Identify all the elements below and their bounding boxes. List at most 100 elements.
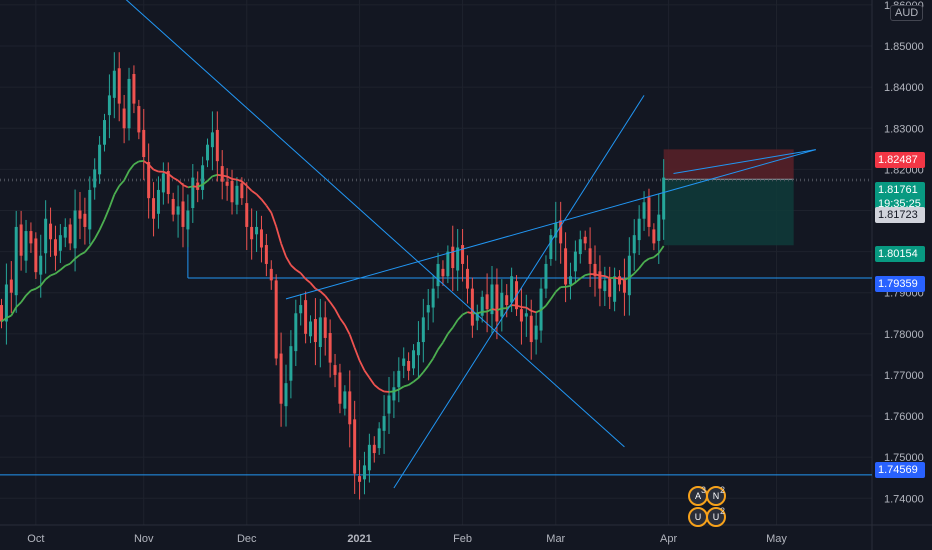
ema-segment <box>93 229 101 240</box>
ema-segment <box>251 190 258 195</box>
candle-body <box>19 224 23 256</box>
candle-body <box>259 229 263 248</box>
ema-segment <box>491 308 498 312</box>
candle-body <box>412 350 416 369</box>
candle-body <box>524 313 528 317</box>
candle-body <box>657 214 661 241</box>
ema-segment <box>344 324 351 335</box>
new-zealand-flag-icon[interactable]: N <box>706 486 726 506</box>
uk-flag-icon[interactable]: U <box>706 507 726 527</box>
ema-segment <box>569 281 576 287</box>
candle-body <box>402 358 406 366</box>
ema-segment <box>427 357 434 367</box>
candle-body <box>559 220 563 244</box>
target-price-tag: 1.80154 <box>875 246 925 262</box>
candle-body <box>618 276 622 285</box>
ema-segment <box>319 290 326 297</box>
time-tick-label: 2021 <box>347 533 371 545</box>
ema-segment <box>540 304 547 311</box>
ema-segment <box>334 308 341 319</box>
ema-segment <box>496 307 503 312</box>
ema-segment <box>353 347 361 361</box>
currency-label[interactable]: AUD <box>890 5 924 21</box>
candle-body <box>117 68 121 104</box>
ema-segment <box>182 184 189 189</box>
ema-segment <box>403 384 409 388</box>
candle-body <box>328 333 332 363</box>
candle-body <box>573 251 577 272</box>
candle-body <box>83 213 87 227</box>
candle-body <box>206 144 210 161</box>
ema-segment <box>285 256 292 266</box>
event-count: 3 <box>701 485 707 495</box>
candle-body <box>299 305 303 314</box>
ema-segment <box>98 219 106 231</box>
candle-body <box>171 198 175 215</box>
uk-flag-icon[interactable]: U <box>688 507 708 527</box>
ema-segment <box>123 170 130 181</box>
ema-segment <box>206 175 214 182</box>
ema-segment <box>339 317 346 326</box>
ema-segment <box>25 289 32 297</box>
moving-average <box>0 160 665 393</box>
last-price: 1.81761 <box>878 184 918 196</box>
candle-body <box>147 161 151 199</box>
ema-segment <box>516 304 522 308</box>
ema-segment <box>574 277 581 284</box>
ema-segment <box>555 286 562 293</box>
candle-body <box>137 106 141 133</box>
ema-segment <box>305 278 312 284</box>
ema-segment <box>309 282 317 290</box>
ema-segment <box>633 267 640 275</box>
ema-segment <box>30 287 37 292</box>
ema-segment <box>462 311 468 316</box>
candle-body <box>112 70 116 98</box>
ema-segment <box>638 261 645 269</box>
candle-body <box>465 268 469 289</box>
candle-body <box>132 74 136 104</box>
ema-segment <box>417 371 425 379</box>
candle-body <box>9 279 13 293</box>
candle-body <box>598 271 602 289</box>
candle-body <box>103 120 107 145</box>
candle-body <box>142 129 146 158</box>
ema-segment <box>0 317 7 323</box>
ema-segment <box>54 269 61 275</box>
candle-body <box>490 284 494 315</box>
candle-body <box>593 263 597 277</box>
candle-body <box>230 180 234 203</box>
take-profit-zone <box>663 179 794 246</box>
candle-body <box>318 317 322 347</box>
ema-segment <box>447 327 454 335</box>
ema-segment <box>202 180 209 186</box>
candle-body <box>652 229 656 244</box>
ema-segment <box>74 254 81 260</box>
ema-segment <box>432 349 439 359</box>
ema-segment <box>64 262 71 267</box>
price-tick-label: 1.76000 <box>884 411 924 423</box>
ema-segment <box>658 245 665 254</box>
candle-body <box>225 181 229 186</box>
candle-body <box>603 280 607 292</box>
ema-segment <box>84 245 91 253</box>
ema-segment <box>40 278 47 287</box>
candle-body <box>608 277 612 297</box>
time-tick-label: Feb <box>453 533 472 545</box>
candle-body <box>93 169 97 188</box>
candle-body <box>166 171 170 195</box>
ema-segment <box>452 319 459 329</box>
candle-body <box>39 255 43 275</box>
candle-body <box>63 226 67 238</box>
ema-segment <box>290 264 297 271</box>
candle-body <box>510 276 514 303</box>
event-count: 2 <box>720 485 726 495</box>
economic-events[interactable]: A 3 N 2 U U 2 <box>688 485 728 528</box>
ema-segment <box>408 380 415 386</box>
ema-segment <box>530 310 537 314</box>
candle-body <box>564 248 568 285</box>
candle-body <box>470 288 474 326</box>
ema-segment <box>437 341 444 350</box>
time-axis[interactable]: Oct Nov Dec 2021 Feb Mar Apr May <box>27 533 787 545</box>
price-tick-label: 1.84000 <box>884 82 924 94</box>
